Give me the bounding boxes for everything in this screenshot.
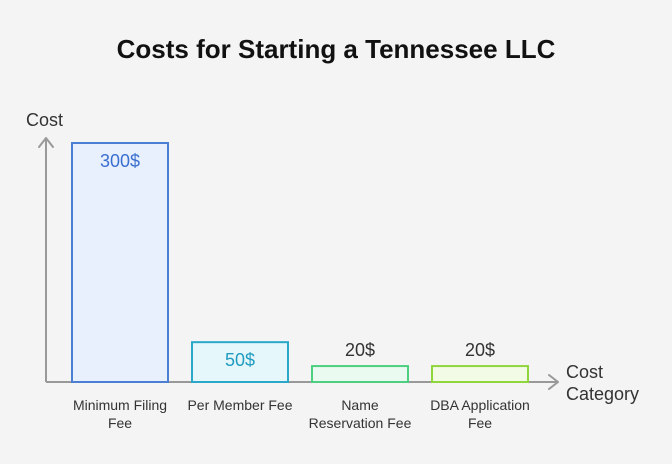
y-axis-arrow-icon (38, 137, 54, 148)
bar (71, 142, 169, 383)
bar-value-label: 50$ (225, 350, 255, 370)
bar-value-label: 300$ (100, 151, 140, 171)
category-tick-label: Per Member Fee (187, 397, 292, 413)
x-axis-label: Cost Category (566, 362, 639, 404)
x-axis-arrow-icon (548, 374, 559, 390)
category-tick-label: DBA Application Fee (430, 397, 530, 431)
bar (311, 365, 409, 384)
chart-labels: Cost Cost Category 300$ Minimum Filing Fee 50$… (26, 110, 639, 431)
y-axis-label: Cost (26, 110, 63, 130)
bar (431, 365, 529, 384)
category-tick-label: Name Reservation Fee (309, 397, 412, 431)
bar (191, 341, 289, 383)
chart-bars (71, 142, 529, 384)
category-tick-label: Minimum Filing Fee (73, 397, 167, 431)
bar-value-label: 20$ (465, 340, 495, 360)
bar-value-label: 20$ (345, 340, 375, 360)
chart-title: Costs for Starting a Tennessee LLC (117, 34, 556, 64)
